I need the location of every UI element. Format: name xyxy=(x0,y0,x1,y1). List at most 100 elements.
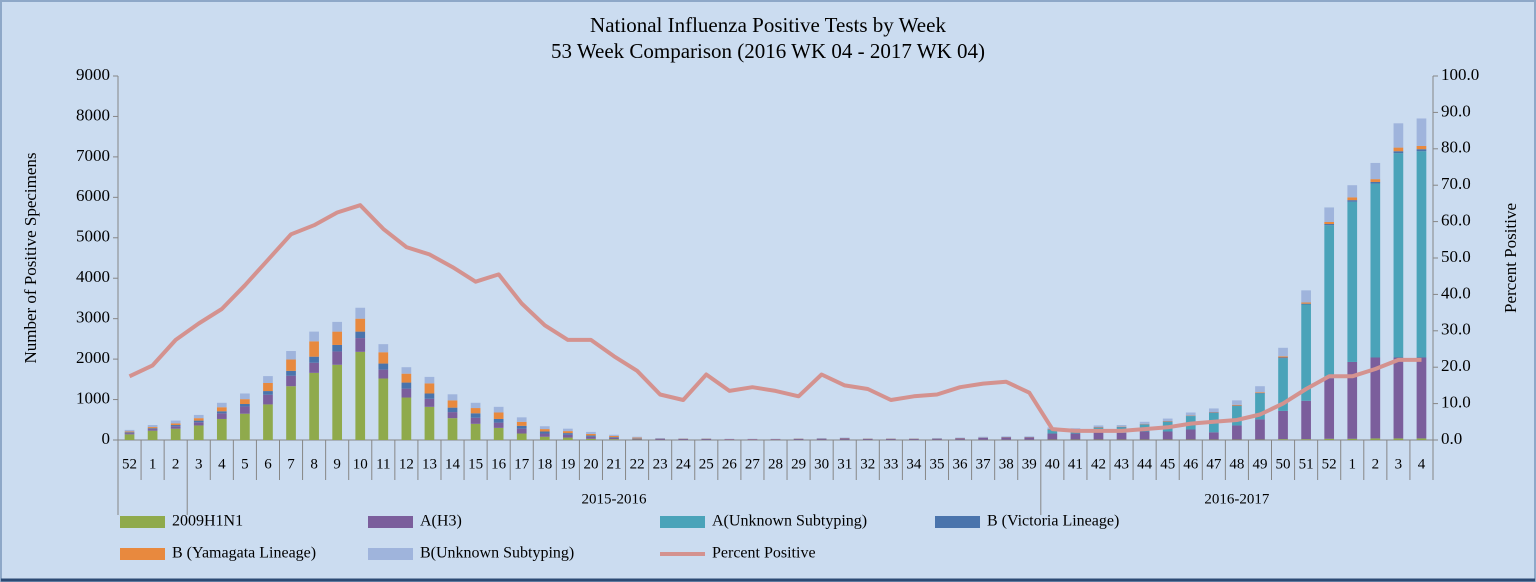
bar-segment xyxy=(193,418,204,421)
bar-segment xyxy=(240,404,250,407)
bar-segment xyxy=(124,434,135,440)
bar-segment xyxy=(493,418,504,423)
bar-segment xyxy=(286,375,296,387)
bar-segment xyxy=(932,438,942,440)
bar-segment xyxy=(1185,412,1196,416)
bar-segment xyxy=(1416,151,1427,358)
bar-segment xyxy=(1416,118,1427,146)
bar-segment xyxy=(170,428,181,440)
bar-segment xyxy=(1139,421,1150,424)
bar-segment xyxy=(1324,224,1335,226)
bar-segment xyxy=(309,331,319,342)
bar-segment xyxy=(1416,145,1427,150)
bar-segment xyxy=(193,414,204,419)
bar-segment xyxy=(424,376,435,384)
bar-segment xyxy=(493,412,504,419)
bar-segment xyxy=(332,331,343,345)
x-tick-label: 36 xyxy=(953,456,969,472)
legend-label: 2009H1N1 xyxy=(172,513,243,530)
bar-segment xyxy=(909,438,919,440)
x-tick-label: 6 xyxy=(264,456,272,472)
y-tick-label: 8000 xyxy=(76,105,110,124)
x-tick-label: 18 xyxy=(537,456,552,472)
bar-segment xyxy=(147,430,158,440)
bar-segment xyxy=(355,338,366,352)
bar-segment xyxy=(563,428,573,432)
y2-tick-label: 30.0 xyxy=(1441,320,1471,339)
bar-segment xyxy=(332,321,343,332)
bar-segment xyxy=(1255,393,1265,420)
bar-segment xyxy=(309,362,319,373)
bar-segment xyxy=(539,426,550,430)
bar-segment xyxy=(586,435,596,437)
bar-segment xyxy=(378,363,389,370)
bar-segment xyxy=(216,418,227,440)
bar-segment xyxy=(1416,149,1427,152)
bar-segment xyxy=(355,318,366,332)
bar-segment xyxy=(355,351,366,440)
bar-segment xyxy=(1116,432,1127,440)
chart-subtitle: 53 Week Comparison (2016 WK 04 - 2017 WK… xyxy=(551,39,985,63)
bar-segment xyxy=(493,427,504,440)
bar-segment xyxy=(586,438,596,440)
bar-segment xyxy=(539,436,550,440)
bar-segment xyxy=(1393,147,1404,152)
bar-segment xyxy=(424,393,435,399)
bar-segment xyxy=(1416,357,1427,439)
bar-segment xyxy=(170,426,181,429)
x-tick-label: 11 xyxy=(376,456,390,472)
bar-segment xyxy=(1370,438,1381,440)
bar-segment xyxy=(1093,432,1104,440)
bar-segment xyxy=(447,400,458,408)
bar-segment xyxy=(1047,429,1058,434)
bar-segment xyxy=(401,382,412,389)
bar-segment xyxy=(516,428,527,434)
x-tick-label: 52 xyxy=(1322,456,1337,472)
bar-segment xyxy=(1278,357,1288,359)
x-tick-label: 37 xyxy=(976,456,992,472)
bar-segment xyxy=(655,438,665,440)
x-tick-label: 4 xyxy=(218,456,226,472)
legend-swatch xyxy=(120,548,165,560)
legend-label: A(Unknown Subtyping) xyxy=(712,513,867,530)
x-tick-label: 44 xyxy=(1137,456,1153,472)
bar-segment xyxy=(609,435,619,438)
bar-segment xyxy=(1278,356,1288,358)
bar-segment xyxy=(586,433,596,436)
x-tick-label: 49 xyxy=(1252,456,1267,472)
x-tick-label: 10 xyxy=(353,456,368,472)
bar-segment xyxy=(263,382,273,392)
bar-segment xyxy=(516,417,527,422)
x-tick-label: 34 xyxy=(906,456,922,472)
bar-segment xyxy=(355,307,366,319)
x-tick-label: 52 xyxy=(122,456,137,472)
bar-segment xyxy=(1324,222,1335,225)
bar-segment xyxy=(516,433,527,440)
bar-segment xyxy=(193,422,204,426)
x-tick-label: 41 xyxy=(1068,456,1083,472)
bar-segment xyxy=(609,439,619,440)
x-tick-label: 21 xyxy=(607,456,622,472)
x-tick-label: 46 xyxy=(1183,456,1199,472)
bar-segment xyxy=(1232,404,1242,406)
bar-segment xyxy=(309,341,319,357)
bar-segment xyxy=(1070,433,1081,440)
bar-segment xyxy=(632,438,642,440)
y2-tick-label: 20.0 xyxy=(1441,356,1471,375)
bar-segment xyxy=(309,356,319,363)
bar-segment xyxy=(1278,439,1288,440)
bar-segment xyxy=(563,434,573,438)
bar-segment xyxy=(378,378,389,440)
x-tick-label: 27 xyxy=(745,456,761,472)
bar-segment xyxy=(332,364,343,440)
x-tick-label: 29 xyxy=(791,456,806,472)
bar-segment xyxy=(955,438,965,440)
x-tick-label: 45 xyxy=(1160,456,1175,472)
bar-segment xyxy=(424,398,435,407)
y2-tick-label: 10.0 xyxy=(1441,393,1471,412)
bar-segment xyxy=(401,367,412,374)
x-tick-label: 26 xyxy=(722,456,738,472)
bar-segment xyxy=(1001,437,1012,440)
x-tick-label: 2 xyxy=(1372,456,1380,472)
